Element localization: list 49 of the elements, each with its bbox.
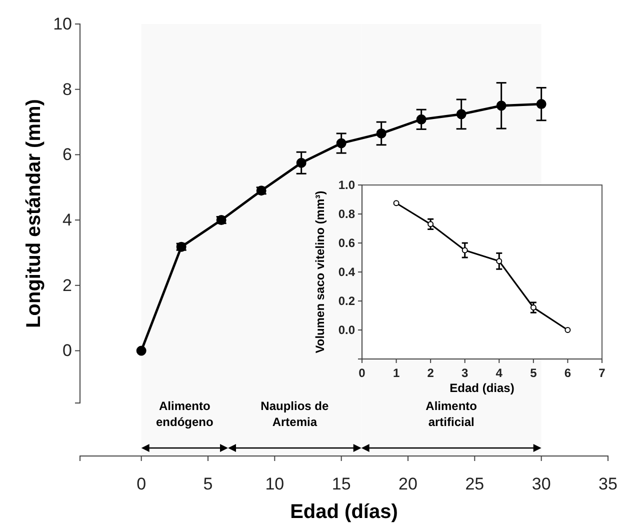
point	[428, 221, 434, 228]
x-tick-label: 1	[392, 366, 400, 380]
y-axis-title: Volumen saco vitelino (mm³)	[313, 190, 327, 354]
y-tick-label: 10	[53, 14, 72, 34]
point	[462, 247, 468, 254]
x-tick-label: 3	[462, 366, 469, 380]
y-axis-title: Longitud estándar (mm)	[23, 99, 45, 328]
x-tick-label: 15	[332, 474, 351, 494]
x-tick-label: 7	[598, 366, 606, 380]
y-tick-label: 8	[62, 80, 72, 99]
x-tick-label: 2	[427, 366, 434, 380]
y-tick-label: 0	[62, 341, 72, 360]
x-tick-label: 30	[532, 474, 551, 494]
point	[376, 128, 386, 138]
x-tick-label: 5	[203, 474, 213, 494]
y-tick-label: 1.0	[338, 178, 356, 192]
point	[564, 327, 571, 333]
x-tick-label: 4	[496, 366, 503, 380]
y-tick-label: 6	[62, 145, 72, 164]
y-tick-label: 2	[62, 276, 72, 295]
x-tick-label: 20	[398, 474, 418, 494]
x-axis-title: Edad (dias)	[450, 381, 514, 395]
band-label: Nauplios de Artemia	[260, 399, 329, 429]
y-tick-label: 0.6	[338, 236, 356, 250]
point	[496, 258, 502, 264]
x-tick-label: 5	[530, 366, 538, 380]
point	[416, 114, 426, 124]
point	[536, 99, 546, 110]
y-tick-label: 0.2	[338, 294, 356, 308]
x-axis-title: Edad (días)	[290, 501, 398, 523]
point	[296, 158, 306, 168]
point	[530, 304, 536, 311]
band-label: Alimento artificial	[426, 399, 478, 429]
y-tick-label: 0.0	[338, 322, 356, 337]
x-tick-label: 10	[265, 474, 284, 494]
point	[456, 109, 466, 120]
y-tick-label: 4	[62, 210, 72, 230]
point	[136, 346, 146, 356]
y-tick-label: 0.8	[338, 206, 356, 221]
x-tick-label: 0	[136, 474, 146, 494]
band-label: Alimento endógeno	[156, 399, 214, 429]
x-tick-label: 0	[358, 366, 366, 380]
point	[496, 100, 506, 111]
x-tick-label: 35	[598, 474, 618, 494]
y-tick-label: 0.4	[338, 264, 356, 279]
x-tick-label: 25	[465, 474, 484, 494]
point	[336, 138, 346, 148]
x-tick-label: 6	[564, 366, 572, 380]
point	[393, 200, 400, 206]
